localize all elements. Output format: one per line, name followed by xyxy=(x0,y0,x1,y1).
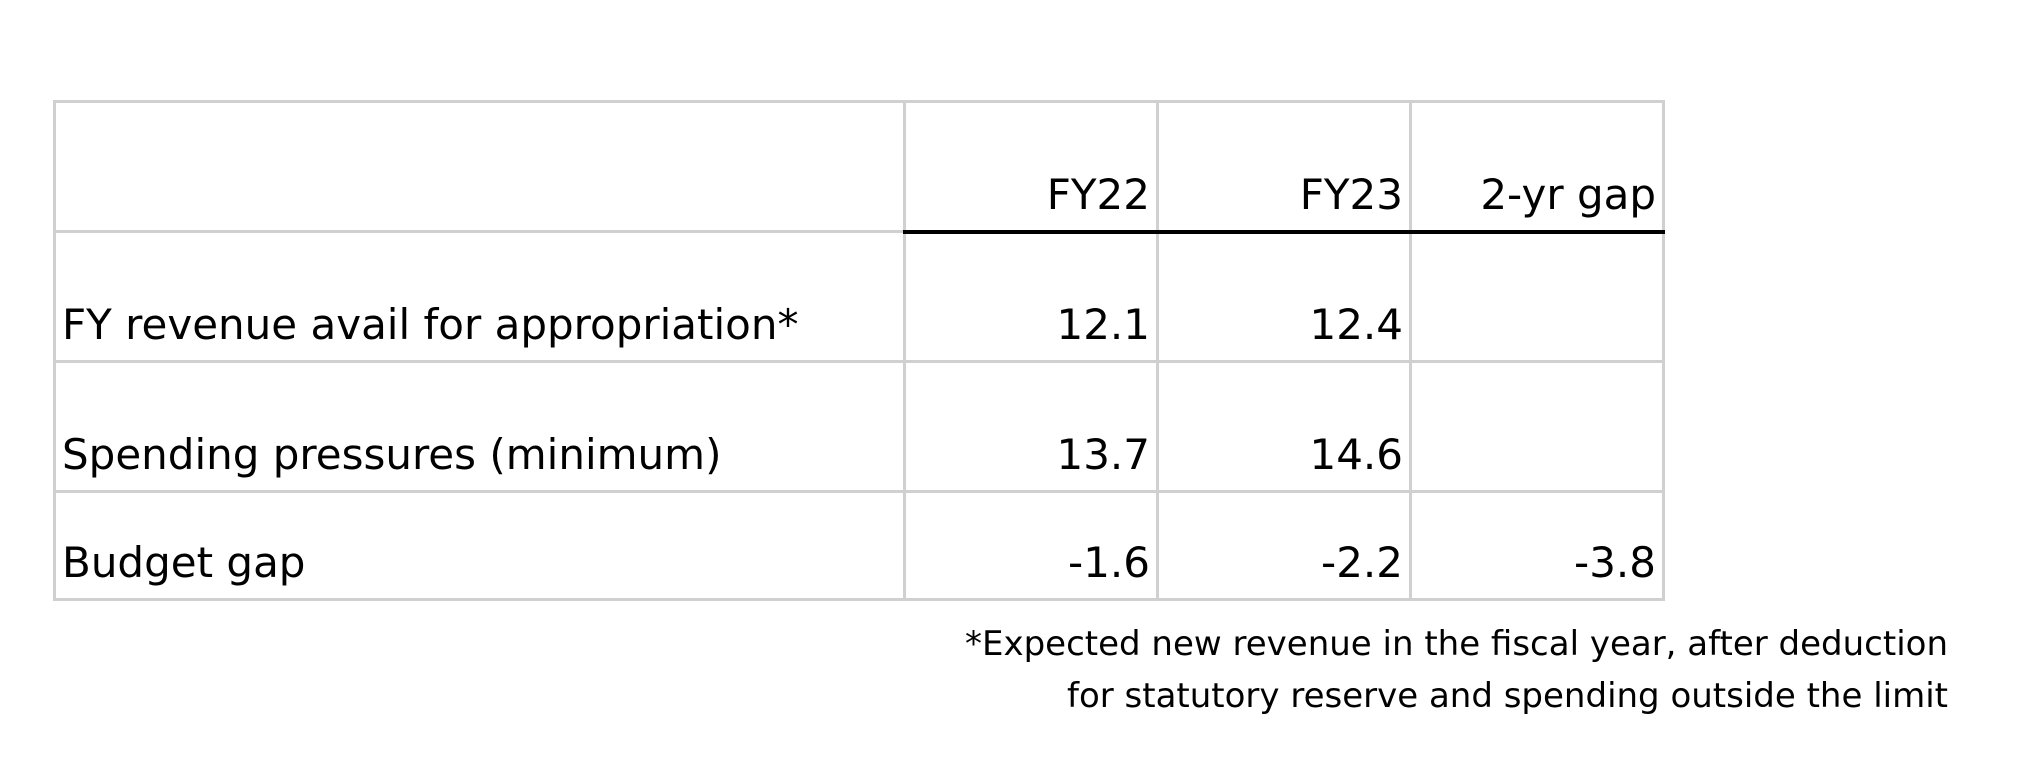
row-label: Budget gap xyxy=(53,490,906,601)
header-fy23: FY23 xyxy=(1156,100,1412,234)
cell-fy22: -1.6 xyxy=(903,490,1159,601)
table-row-budget-gap: Budget gap -1.6 -2.2 -3.8 xyxy=(53,490,1665,601)
cell-fy23: 12.4 xyxy=(1156,230,1412,363)
cell-fy23: -2.2 xyxy=(1156,490,1412,601)
table-row-revenue: FY revenue avail for appropriation* 12.1… xyxy=(53,230,1665,363)
row-label: Spending pressures (minimum) xyxy=(53,360,906,493)
cell-gap xyxy=(1409,230,1665,363)
cell-gap xyxy=(1409,360,1665,493)
header-label-cell xyxy=(53,100,906,233)
footnote-line-1: *Expected new revenue in the fiscal year… xyxy=(964,624,1948,664)
header-row: FY22 FY23 2-yr gap xyxy=(53,100,1665,234)
budget-gap-table: FY22 FY23 2-yr gap FY revenue avail for … xyxy=(53,100,1665,601)
footnote: *Expected new revenue in the fiscal year… xyxy=(965,618,1948,722)
cell-fy22: 13.7 xyxy=(903,360,1159,493)
cell-gap: -3.8 xyxy=(1409,490,1665,601)
header-2yr-gap: 2-yr gap xyxy=(1409,100,1665,234)
cell-fy22: 12.1 xyxy=(903,230,1159,363)
header-fy22: FY22 xyxy=(903,100,1159,234)
footnote-line-2: for statutory reserve and spending outsi… xyxy=(1066,676,1948,716)
cell-fy23: 14.6 xyxy=(1156,360,1412,493)
row-label: FY revenue avail for appropriation* xyxy=(53,230,906,363)
table-row-spending: Spending pressures (minimum) 13.7 14.6 xyxy=(53,360,1665,493)
